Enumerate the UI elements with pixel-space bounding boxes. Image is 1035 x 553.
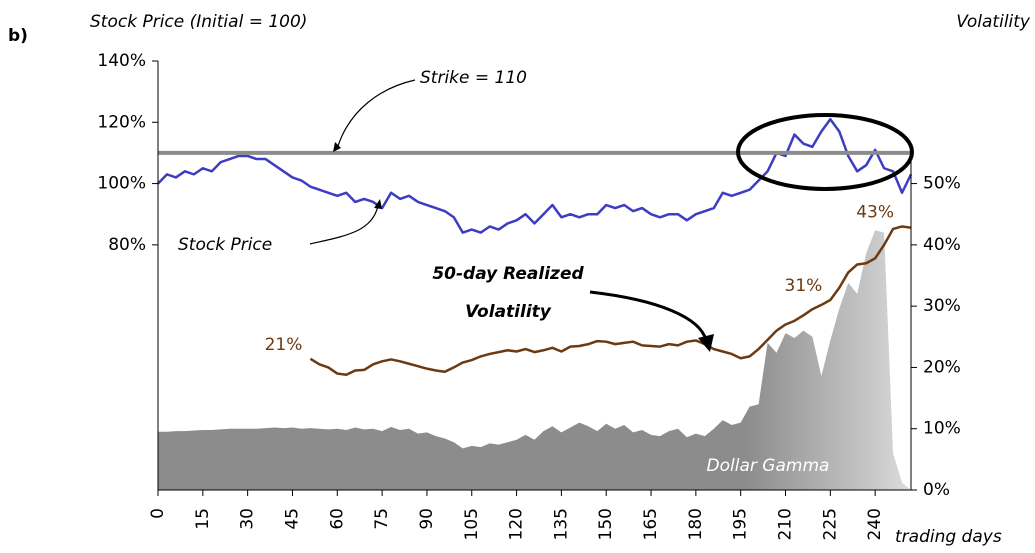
y2-tick-label: 10% bbox=[923, 419, 961, 439]
y2-tick-label: 20% bbox=[923, 357, 961, 377]
data-label: 21% bbox=[265, 335, 303, 355]
x-tick-label: 195 bbox=[731, 508, 751, 540]
y-tick-label: 80% bbox=[108, 235, 146, 255]
y-tick-label: 100% bbox=[97, 174, 146, 194]
strike-arrowhead bbox=[333, 142, 341, 152]
x-tick-label: 75 bbox=[372, 508, 392, 530]
y2-tick-label: 0% bbox=[923, 480, 950, 500]
x-tick-label: 165 bbox=[641, 508, 661, 540]
data-label: 43% bbox=[856, 202, 894, 222]
area-label: Dollar Gamma bbox=[707, 456, 830, 476]
y2-tick-label: 40% bbox=[923, 235, 961, 255]
x-tick-label: 15 bbox=[193, 508, 213, 530]
volatility-arrow bbox=[589, 290, 708, 341]
stock-arrowhead bbox=[374, 199, 382, 209]
x-tick-label: 30 bbox=[238, 508, 258, 530]
series-line bbox=[157, 117, 913, 234]
highlight-ellipse bbox=[736, 113, 914, 191]
volatility-arrowhead bbox=[698, 334, 714, 352]
x-tick-label: 105 bbox=[462, 508, 482, 540]
x-tick-label: 240 bbox=[865, 508, 885, 540]
series-line bbox=[309, 225, 912, 377]
plot-area: Dollar Gamma 21% 31% 43% Stock Price 50-day R… bbox=[97, 51, 960, 540]
x-tick-label: 210 bbox=[776, 508, 796, 540]
data-label: 31% bbox=[785, 276, 823, 296]
y2-tick-label: 50% bbox=[923, 174, 961, 194]
x-tick-label: 180 bbox=[686, 508, 706, 540]
stock-arrow bbox=[309, 205, 379, 245]
series-label: Volatility bbox=[465, 302, 552, 322]
x-tick-label: 0 bbox=[148, 508, 168, 519]
x-tick-label: 225 bbox=[820, 508, 840, 540]
x-tick-label: 90 bbox=[417, 508, 437, 530]
x-tick-label: 135 bbox=[551, 508, 571, 540]
strike-label: Strike = 110 bbox=[420, 68, 527, 88]
x-tick-label: 60 bbox=[327, 508, 347, 530]
y2-axis-title: Volatility bbox=[956, 12, 1031, 32]
x-tick-label: 45 bbox=[282, 508, 302, 530]
strike-arrow bbox=[337, 79, 416, 147]
x-tick-label: 150 bbox=[596, 508, 616, 540]
y2-tick-label: 30% bbox=[923, 296, 961, 316]
series-label: 50-day Realized bbox=[432, 264, 584, 284]
series-label: Stock Price bbox=[178, 235, 272, 255]
y-tick-label: 120% bbox=[97, 112, 146, 132]
x-tick-label: 120 bbox=[507, 508, 527, 540]
x-axis-title: trading days bbox=[895, 527, 1002, 547]
panel-label: b) bbox=[8, 26, 28, 46]
y-tick-label: 140% bbox=[97, 51, 146, 71]
y-axis-title: Stock Price (Initial = 100) bbox=[90, 12, 307, 32]
dollar-gamma-area bbox=[158, 230, 911, 491]
